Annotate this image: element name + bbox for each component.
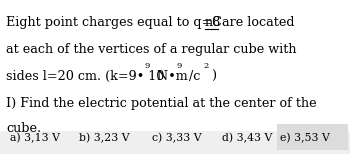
Text: b) 3,23 V: b) 3,23 V (79, 133, 130, 144)
Text: /c: /c (185, 70, 200, 83)
Text: sides l=20 cm. (k=9• 10: sides l=20 cm. (k=9• 10 (6, 70, 165, 83)
Text: at each of the vertices of a regular cube with: at each of the vertices of a regular cub… (6, 43, 297, 56)
Text: ): ) (211, 70, 216, 83)
Text: N•m: N•m (153, 70, 188, 83)
Text: cube.: cube. (6, 122, 41, 135)
Text: e) 3,53 V: e) 3,53 V (280, 133, 330, 144)
Text: 9: 9 (177, 62, 182, 70)
Text: nC: nC (205, 16, 223, 29)
Text: are located: are located (218, 16, 295, 29)
Text: a) 3,13 V: a) 3,13 V (10, 133, 60, 144)
FancyBboxPatch shape (0, 0, 350, 131)
Text: Eight point charges equal to q=8: Eight point charges equal to q=8 (6, 16, 225, 29)
FancyBboxPatch shape (276, 124, 348, 150)
Text: 2: 2 (203, 62, 208, 70)
Text: c) 3,33 V: c) 3,33 V (152, 133, 202, 144)
Text: I) Find the electric potential at the center of the: I) Find the electric potential at the ce… (6, 97, 317, 110)
Text: d) 3,43 V: d) 3,43 V (222, 133, 273, 144)
Text: 9: 9 (145, 62, 150, 70)
